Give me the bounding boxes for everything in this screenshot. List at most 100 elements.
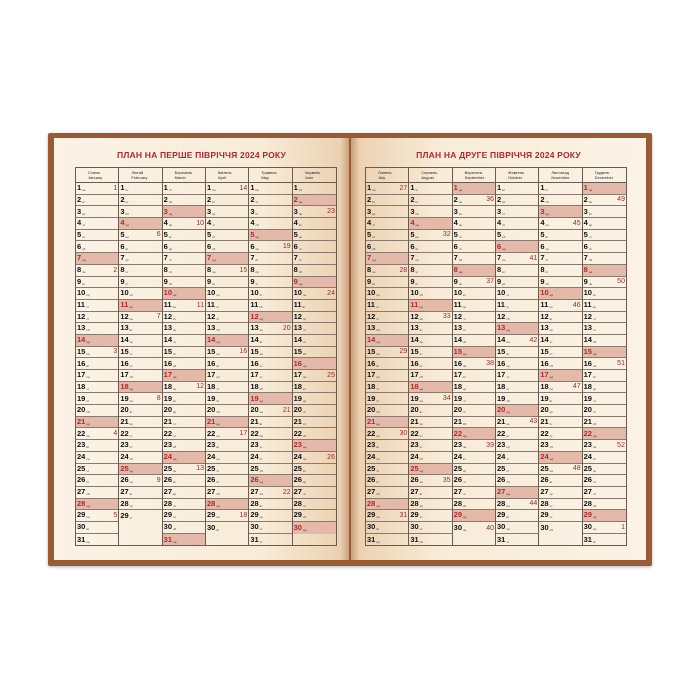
day-cell[interactable]: 17 вт — [582, 370, 626, 382]
day-cell[interactable]: 30 пн 1 — [582, 522, 626, 534]
day-cell[interactable]: 25 пт — [495, 464, 539, 476]
day-cell[interactable]: 28 нд — [366, 498, 409, 511]
day-cell[interactable]: 9 вт — [366, 277, 409, 289]
day-cell[interactable]: 16 сб — [162, 358, 205, 370]
day-cell[interactable]: 21 пн 43 — [495, 417, 539, 429]
day-cell[interactable]: 1 вт — [495, 183, 539, 195]
day-cell[interactable]: 8 вт — [495, 265, 539, 277]
day-cell[interactable]: 14 ср — [409, 335, 452, 347]
day-cell[interactable]: 17 чт — [495, 370, 539, 382]
day-cell[interactable]: 25 чт — [366, 464, 409, 476]
day-cell[interactable]: 5 пн 6 — [119, 230, 162, 242]
day-cell[interactable]: 6 нд — [495, 241, 539, 254]
day-cell[interactable]: 9 пн 37 — [452, 277, 495, 289]
day-cell[interactable]: 2 вт — [366, 195, 409, 207]
day-cell[interactable]: 11 нд — [119, 299, 162, 312]
day-cell[interactable]: 20 ср — [162, 405, 205, 417]
day-cell[interactable]: 17 сб — [409, 370, 452, 382]
day-cell[interactable]: 20 чт — [292, 405, 336, 417]
day-cell[interactable]: 4 чт — [205, 218, 249, 230]
day-cell[interactable]: 14 чт — [539, 335, 582, 347]
day-cell[interactable]: 18 нд — [409, 381, 452, 394]
day-cell[interactable]: 29 вт — [495, 510, 539, 522]
day-cell[interactable]: 16 ср — [495, 358, 539, 370]
day-cell[interactable]: 4 чт — [366, 218, 409, 230]
day-cell[interactable]: 19 чт — [452, 393, 495, 406]
day-cell[interactable]: 9 пт — [409, 277, 452, 289]
day-cell[interactable]: 5 вт — [539, 230, 582, 242]
day-cell[interactable]: 31 пт — [249, 534, 291, 546]
day-cell[interactable]: 31 сб — [409, 534, 451, 546]
day-cell[interactable]: 23 пт — [119, 440, 162, 452]
day-cell[interactable]: 25 сб — [249, 464, 292, 476]
day-cell[interactable]: 14 сб — [582, 335, 626, 347]
day-cell[interactable]: 3 ср — [366, 206, 409, 219]
day-cell[interactable]: 3 вт — [582, 206, 626, 219]
day-cell[interactable]: 3 пт — [249, 206, 292, 219]
day-cell[interactable]: 24 вт — [452, 452, 495, 464]
day-cell[interactable]: 9 пт — [119, 277, 162, 289]
day-cell[interactable]: 26 чт — [452, 475, 495, 487]
day-cell[interactable]: 26 ср — [292, 475, 336, 487]
day-cell[interactable]: 24 ср — [366, 452, 409, 464]
day-cell[interactable]: 19 пн 34 — [409, 393, 452, 406]
day-cell[interactable]: 3 сб — [119, 206, 162, 219]
day-cell[interactable]: 17 пт — [249, 370, 292, 382]
day-cell[interactable]: 26 вт — [539, 475, 582, 487]
day-cell[interactable]: 15 пн 29 — [366, 347, 409, 359]
day-cell[interactable]: 9 нд — [292, 276, 336, 289]
day-cell[interactable]: 6 пн 19 — [249, 241, 292, 254]
day-cell[interactable]: 31 вт — [583, 534, 626, 546]
day-cell[interactable]: 20 пт — [582, 405, 626, 417]
day-cell[interactable]: 19 вт — [539, 393, 582, 406]
day-cell[interactable]: 10 пн 24 — [292, 288, 336, 300]
day-cell[interactable]: 24 пт — [249, 452, 292, 464]
day-cell[interactable]: 13 пт — [452, 323, 495, 335]
day-cell[interactable]: 11 ср — [452, 300, 495, 312]
day-cell[interactable]: 31 нд — [162, 533, 205, 546]
day-cell[interactable]: 25 нд — [119, 463, 162, 476]
day-cell[interactable]: 2 чт — [249, 195, 292, 207]
day-cell[interactable]: 13 сб — [205, 323, 249, 335]
day-cell[interactable]: 10 вт — [582, 288, 626, 300]
day-cell[interactable]: 11 чт — [205, 300, 249, 312]
day-cell[interactable]: 26 вт — [162, 475, 205, 487]
day-cell[interactable]: 26 сб — [495, 475, 539, 487]
day-cell[interactable]: 7 нд — [76, 253, 119, 265]
day-cell[interactable]: 11 нд — [409, 299, 452, 312]
day-cell[interactable]: 23 вт — [205, 440, 249, 452]
day-cell[interactable]: 8 ср — [249, 265, 292, 277]
day-cell[interactable]: 18 чт — [76, 382, 119, 394]
day-cell[interactable]: 28 чт — [539, 499, 582, 511]
day-cell[interactable]: 30 нд — [292, 521, 336, 534]
day-cell[interactable]: 21 нд — [76, 416, 119, 429]
day-cell[interactable]: 14 вт — [249, 335, 292, 347]
day-cell[interactable]: 13 ср — [539, 323, 582, 335]
day-cell[interactable]: 20 сб — [366, 405, 409, 417]
day-cell[interactable]: 30 пн 40 — [453, 522, 495, 534]
day-cell[interactable]: 15 пн 16 — [205, 347, 249, 359]
day-cell[interactable]: 21 ср — [409, 417, 452, 429]
day-cell[interactable]: 21 чт — [539, 417, 582, 429]
day-cell[interactable]: 22 пн 30 — [366, 428, 409, 441]
day-cell[interactable]: 28 пт — [292, 499, 336, 511]
day-cell[interactable]: 21 ср — [119, 417, 162, 429]
day-cell[interactable]: 24 ср — [76, 452, 119, 464]
day-cell[interactable]: 12 ср — [292, 312, 336, 324]
day-cell[interactable]: 7 пт — [292, 253, 336, 265]
day-cell[interactable]: 3 пн 23 — [292, 206, 336, 219]
day-cell[interactable]: 10 ср — [205, 288, 249, 300]
day-cell[interactable]: 17 сб — [119, 370, 162, 382]
day-cell[interactable]: 30 чт — [249, 522, 292, 534]
day-cell[interactable]: 6 сб — [76, 241, 119, 254]
day-cell[interactable]: 22 сб — [292, 428, 336, 441]
day-cell[interactable]: 25 пн 13 — [162, 464, 205, 476]
day-cell[interactable]: 30 пт — [409, 522, 452, 534]
day-cell[interactable]: 24 пн 26 — [292, 452, 336, 464]
day-cell[interactable]: 1 нд — [452, 183, 495, 195]
day-cell[interactable]: 24 сб — [409, 452, 452, 464]
day-cell[interactable]: 10 пт — [249, 288, 292, 300]
day-cell[interactable]: 22 нд — [582, 428, 626, 441]
day-cell[interactable]: 12 вт — [539, 312, 582, 324]
day-cell[interactable]: 13 сб — [76, 323, 119, 335]
